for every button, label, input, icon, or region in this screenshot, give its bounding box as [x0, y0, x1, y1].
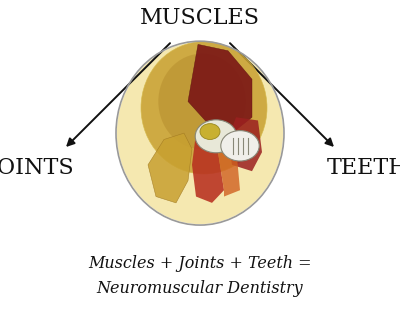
Text: Neuromuscular Dentistry: Neuromuscular Dentistry: [97, 280, 303, 297]
Circle shape: [195, 120, 237, 153]
Polygon shape: [216, 139, 240, 197]
Polygon shape: [192, 133, 224, 203]
Circle shape: [221, 131, 259, 161]
Ellipse shape: [117, 42, 283, 224]
Text: TEETH: TEETH: [327, 157, 400, 179]
Ellipse shape: [158, 54, 246, 149]
Text: Muscles + Joints + Teeth =: Muscles + Joints + Teeth =: [88, 255, 312, 272]
Text: JOINTS: JOINTS: [0, 157, 75, 179]
Polygon shape: [188, 44, 252, 133]
Polygon shape: [148, 133, 192, 203]
Polygon shape: [228, 117, 262, 171]
Ellipse shape: [141, 42, 267, 174]
Text: MUSCLES: MUSCLES: [140, 7, 260, 29]
Circle shape: [200, 124, 220, 139]
